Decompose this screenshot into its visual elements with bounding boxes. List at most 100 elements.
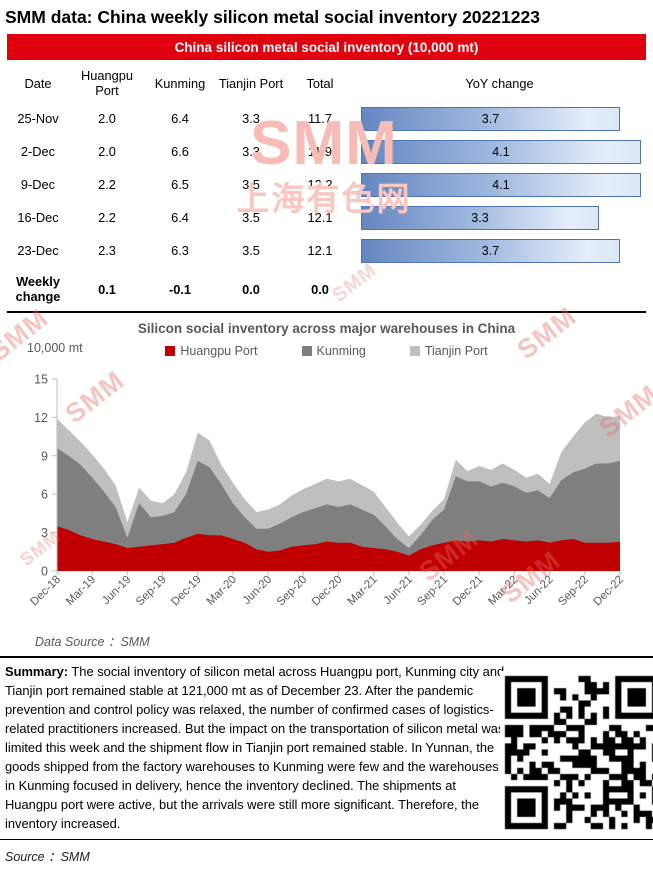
column-header-kunming: Kunming <box>154 75 206 91</box>
y-axis-tick-label: 12 <box>34 411 48 425</box>
x-axis-tick-label: Dec-22 <box>591 574 626 609</box>
x-axis-tick-label: Dec-19 <box>169 574 204 609</box>
y-axis-tick-label: 15 <box>34 373 48 387</box>
x-axis-tick-label: Mar-19 <box>64 574 98 608</box>
y-axis-tick-label: 6 <box>41 488 48 502</box>
yoy-cell: 3.7 <box>353 234 646 267</box>
x-axis-tick-label: Dec-18 <box>28 574 63 609</box>
table-cell: 12.1 <box>307 243 333 259</box>
table-cell: 2.0 <box>98 111 116 127</box>
legend-label: Huangpu Port <box>180 344 258 359</box>
page-title: SMM data: China weekly silicon metal soc… <box>5 7 540 27</box>
x-axis-tick-label: Mar-20 <box>205 574 239 608</box>
weekly-change-label: Weekly change <box>15 273 61 305</box>
column-header-huangpu-port: Huangpu Port <box>81 68 133 99</box>
table-row: 25-Nov 2.0 6.4 3.3 11.7 3.7 <box>7 102 646 135</box>
legend-swatch-icon <box>409 346 420 357</box>
weekly-change-value: 0.1 <box>98 281 116 297</box>
yoy-cell: 3.7 <box>353 102 646 135</box>
qr-box <box>500 663 653 834</box>
yoy-cell: 4.1 <box>353 135 646 168</box>
table-cell: 3.5 <box>242 177 260 193</box>
legend-item-kunming: Kunming <box>301 344 366 359</box>
yoy-cell: 3.3 <box>353 201 646 234</box>
yoy-change-bar: 3.7 <box>361 238 620 263</box>
chart-source-note: Data Source ：SMM <box>35 635 150 650</box>
legend-item-huangpu-port: Huangpu Port <box>165 344 258 359</box>
weekly-change-value <box>353 267 646 312</box>
x-axis-tick-label: Jun-20 <box>241 574 274 607</box>
table-cell: 25-Nov <box>17 111 59 127</box>
table-cell: 12.1 <box>307 210 333 226</box>
x-axis-tick-label: Jun-19 <box>100 574 133 607</box>
y-axis-tick-label: 9 <box>41 449 48 463</box>
chart-area-huangpu <box>57 526 620 572</box>
legend-label: Kunming <box>316 344 366 359</box>
table-cell: 2.2 <box>98 177 116 193</box>
table-cell: 2.3 <box>98 243 116 259</box>
table-cell: 6.3 <box>171 243 189 259</box>
table-cell: 2-Dec <box>20 144 56 160</box>
weekly-change-value: 0.0 <box>242 281 260 297</box>
table-cell: 9-Dec <box>20 177 56 193</box>
inventory-table-wrap: Date Huangpu Port Kunming Tianjin Port Total… <box>7 60 646 314</box>
x-axis-tick-label: Dec-21 <box>451 574 486 609</box>
table-cell: 11.7 <box>308 111 332 127</box>
legend-swatch-icon <box>165 346 176 357</box>
qr-code <box>500 671 653 834</box>
yoy-change-bar: 3.3 <box>361 205 599 230</box>
weekly-change-row: Weekly change 0.1 -0.1 0.0 0.0 <box>7 267 646 312</box>
chart-title: Silicon social inventory across major wa… <box>137 321 516 337</box>
y-axis-tick-label: 0 <box>41 565 48 579</box>
table-row: 2-Dec 2.0 6.6 3.3 11.9 4.1 <box>7 135 646 168</box>
x-axis-tick-label: Jun-22 <box>522 574 555 607</box>
inventory-table: Date Huangpu Port Kunming Tianjin Port Total… <box>7 60 646 314</box>
y-axis-tick-label: 3 <box>41 526 48 540</box>
weekly-change-value: -0.1 <box>168 281 192 297</box>
legend-item-tianjin-port: Tianjin Port <box>409 344 488 359</box>
table-cell: 3.5 <box>242 243 260 259</box>
column-header-tianjin-port: Tianjin Port <box>218 75 284 91</box>
table-row: 9-Dec 2.2 6.5 3.5 12.2 4.1 <box>7 168 646 201</box>
table-cell: 6.6 <box>171 144 189 160</box>
yoy-change-bar: 3.7 <box>361 106 620 131</box>
summary-label: Summary: <box>5 664 69 680</box>
table-cell: 3.3 <box>242 111 260 127</box>
table-row: 23-Dec 2.3 6.3 3.5 12.1 3.7 <box>7 234 646 267</box>
column-header-yoy-change: YoY change <box>465 75 534 91</box>
summary-paragraph: Summary: The social inventory of silicon… <box>5 663 509 834</box>
x-axis-tick-label: Sep-22 <box>556 574 591 609</box>
column-header-date: Date <box>24 75 52 91</box>
summary-body: The social inventory of silicon metal ac… <box>5 664 505 831</box>
yoy-change-bar: 4.1 <box>361 139 641 164</box>
table-row: 16-Dec 2.2 6.4 3.5 12.1 3.3 <box>7 201 646 234</box>
table-cell: 6.4 <box>171 111 189 127</box>
table-cell: 16-Dec <box>17 210 59 226</box>
yoy-cell: 4.1 <box>353 168 646 201</box>
y-axis-unit-label: 10,000 mt <box>27 341 83 356</box>
x-axis-tick-label: Dec-20 <box>310 574 345 609</box>
x-axis-tick-label: Sep-19 <box>134 574 169 609</box>
chart-section: Silicon social inventory across major wa… <box>0 321 653 650</box>
table-cell: 6.5 <box>171 177 189 193</box>
footer-source: Source ：SMM <box>0 838 653 877</box>
table-cell: 11.9 <box>308 144 332 160</box>
x-axis-tick-label: Mar-22 <box>486 574 520 608</box>
chart-legend: Huangpu Port Kunming Tianjin Port <box>0 343 653 359</box>
table-cell: 12.2 <box>307 177 333 193</box>
legend-swatch-icon <box>301 346 312 357</box>
x-axis-tick-label: Jun-21 <box>382 574 415 607</box>
table-cell: 3.5 <box>242 210 260 226</box>
table-cell: 23-Dec <box>17 243 59 259</box>
table-banner: China silicon metal social inventory (10… <box>7 34 646 61</box>
table-cell: 2.2 <box>98 210 116 226</box>
x-axis-tick-label: Sep-21 <box>416 574 451 609</box>
table-cell: 2.0 <box>98 144 116 160</box>
summary-section: Summary: The social inventory of silicon… <box>0 656 653 836</box>
column-header-total: Total <box>306 75 334 91</box>
legend-label: Tianjin Port <box>424 344 488 359</box>
x-axis-tick-label: Mar-21 <box>346 574 380 608</box>
yoy-change-bar: 4.1 <box>361 172 641 197</box>
